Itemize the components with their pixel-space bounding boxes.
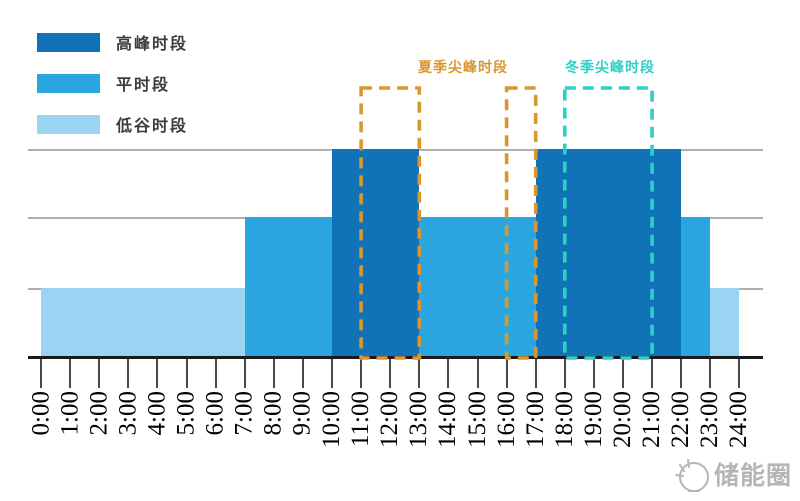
- x-axis-tick-label: 0:00: [27, 391, 54, 436]
- legend-label-peak: 高峰时段: [116, 36, 189, 53]
- bar-flat-22-23: [681, 217, 711, 357]
- legend-swatch-valley: [37, 114, 100, 134]
- x-axis-tick-label: 11:00: [347, 391, 375, 448]
- x-axis-tick-label: 3:00: [114, 391, 142, 436]
- bar-flat-13-17: [419, 217, 536, 357]
- legend-item-flat: 平时段: [37, 71, 188, 95]
- legend-label-valley: 低谷时段: [116, 118, 189, 135]
- watermark: 储能圈: [668, 451, 792, 497]
- x-axis-tick: [680, 359, 683, 388]
- bar-peak-10-13: [332, 149, 420, 357]
- x-axis-tick: [563, 359, 566, 388]
- x-axis-tick-label: 1:00: [56, 391, 84, 436]
- x-axis-tick: [447, 359, 450, 388]
- x-axis-tick: [98, 359, 101, 388]
- summer-peak-annotation-label: 夏季尖峰时段: [418, 59, 508, 75]
- x-axis-tick-label: 8:00: [259, 391, 287, 436]
- x-axis-tick-label: 16:00: [492, 391, 520, 448]
- x-axis-tick: [40, 359, 42, 388]
- x-axis-tick-label: 6:00: [201, 391, 229, 436]
- x-axis-tick-label: 10:00: [318, 391, 345, 448]
- x-axis-tick: [243, 359, 246, 388]
- legend-label-flat: 平时段: [116, 77, 171, 94]
- x-axis-tick-label: 7:00: [230, 391, 258, 436]
- x-axis-tick-label: 21:00: [638, 391, 666, 448]
- x-axis-tick: [301, 359, 304, 388]
- x-axis-tick: [592, 359, 595, 388]
- x-axis-tick: [69, 359, 72, 388]
- x-axis-tick-label: 2:00: [85, 391, 113, 436]
- x-axis-tick-label: 9:00: [288, 391, 316, 436]
- x-axis-tick: [156, 359, 159, 388]
- x-axis-tick-label: 19:00: [579, 391, 607, 448]
- x-axis-tick-label: 17:00: [521, 391, 549, 448]
- watermark-text: 储能圈: [713, 462, 792, 490]
- x-axis-tick: [185, 359, 188, 388]
- x-axis-tick: [360, 359, 363, 388]
- x-axis-tick: [534, 359, 537, 388]
- x-axis-tick: [272, 359, 275, 388]
- bar-flat-7-10: [244, 217, 332, 357]
- legend-item-peak: 高峰时段: [37, 30, 188, 54]
- bar-valley-0-7: [41, 288, 245, 357]
- x-axis-tick: [505, 359, 508, 388]
- x-axis-tick: [709, 359, 712, 388]
- legend-item-valley: 低谷时段: [37, 112, 188, 136]
- x-axis-tick-label: 4:00: [143, 391, 171, 436]
- x-axis-tick: [214, 359, 217, 388]
- watermark-logo-icon: [674, 459, 709, 492]
- x-axis-tick-label: 20:00: [609, 391, 636, 448]
- x-axis-tick: [331, 359, 333, 388]
- bar-valley-23-24: [710, 288, 740, 357]
- winter-peak-annotation-label: 冬季尖峰时段: [565, 59, 655, 75]
- x-axis-tick: [622, 359, 624, 388]
- legend: 高峰时段平时段低谷时段: [37, 30, 188, 136]
- x-axis-tick: [127, 359, 130, 388]
- x-axis-tick: [418, 359, 421, 388]
- bar-peak-17-22: [535, 149, 682, 357]
- legend-swatch-flat: [37, 73, 100, 93]
- x-axis-tick-label: 14:00: [434, 391, 462, 448]
- x-axis-tick: [651, 359, 654, 388]
- x-axis-tick: [738, 359, 741, 388]
- x-axis-tick-label: 12:00: [376, 391, 404, 448]
- x-axis-tick-label: 18:00: [550, 391, 578, 448]
- x-axis-line: [28, 356, 763, 359]
- x-axis-tick-label: 5:00: [172, 391, 200, 436]
- x-axis-tick-label: 13:00: [405, 391, 433, 448]
- x-axis-tick: [476, 359, 479, 388]
- legend-swatch-peak: [37, 32, 100, 52]
- x-axis-tick-label: 15:00: [463, 391, 491, 448]
- x-axis-tick: [389, 359, 392, 388]
